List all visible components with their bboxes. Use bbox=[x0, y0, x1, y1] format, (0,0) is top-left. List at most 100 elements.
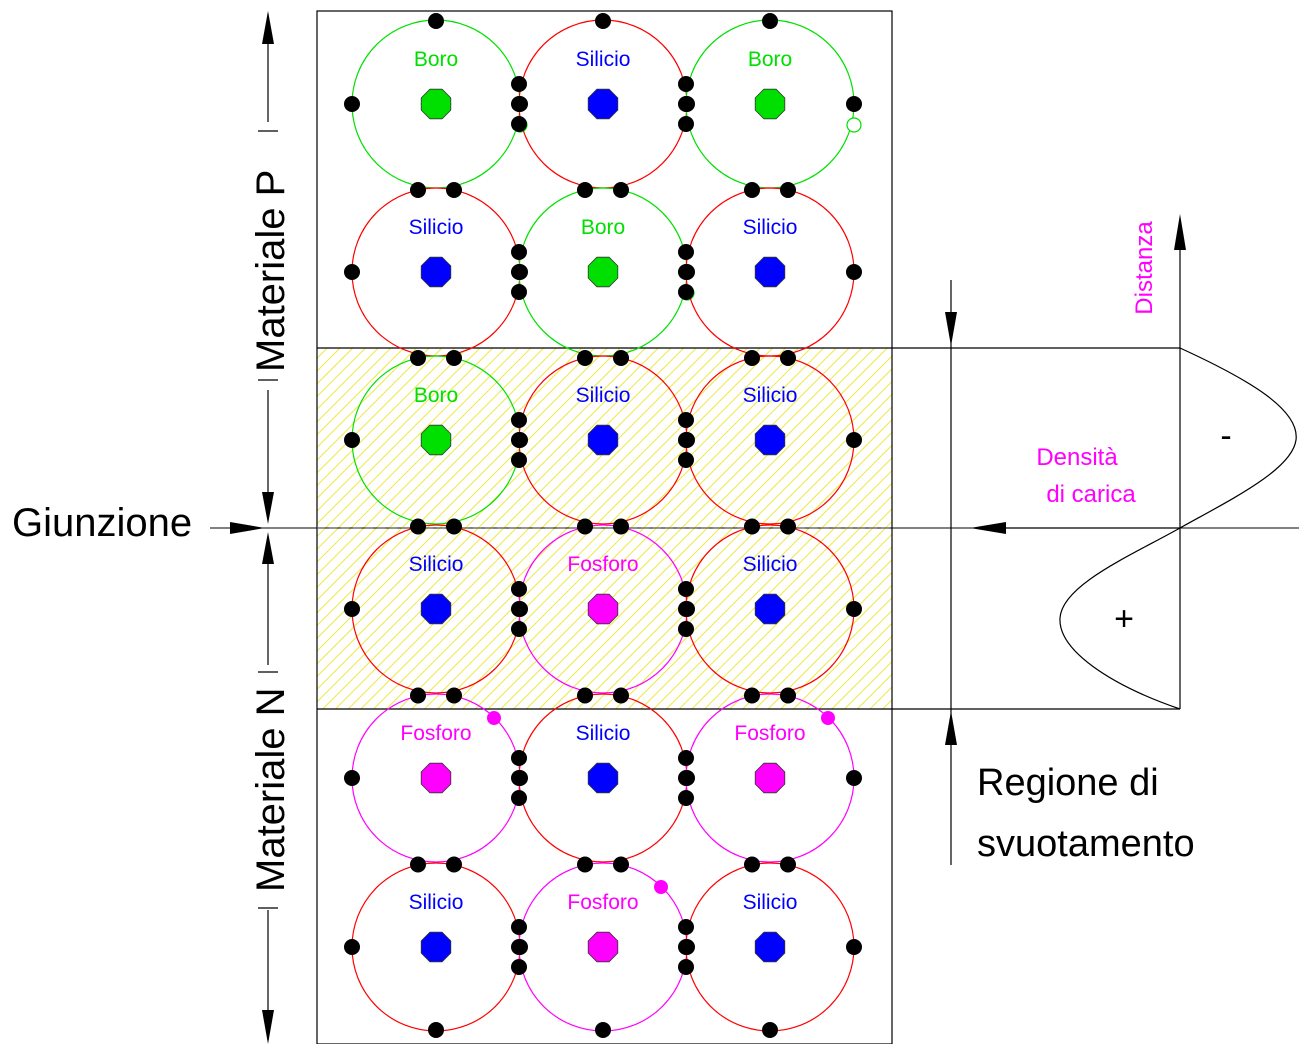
free-electron bbox=[654, 880, 668, 894]
electron bbox=[762, 1022, 778, 1038]
charge-density-label-line1: Densità bbox=[1036, 444, 1118, 471]
nucleus bbox=[754, 931, 786, 963]
electron bbox=[595, 13, 611, 29]
electron bbox=[511, 601, 527, 617]
electron bbox=[678, 412, 694, 428]
electron bbox=[511, 770, 527, 786]
density-axis-arrowhead bbox=[970, 522, 1006, 534]
atom-label: Boro bbox=[748, 48, 792, 71]
electron bbox=[577, 687, 593, 704]
electron bbox=[511, 919, 527, 935]
electron bbox=[344, 601, 360, 617]
atom-label: Silicio bbox=[576, 48, 631, 71]
atom-label: Silicio bbox=[409, 553, 464, 576]
atom-phosphorus: Fosforo bbox=[518, 524, 688, 694]
electron bbox=[846, 96, 862, 112]
atom-label: Boro bbox=[414, 48, 458, 71]
electron bbox=[678, 790, 694, 806]
electron bbox=[678, 581, 694, 597]
atom-lattice: Boro Silicio Boro Silicio Boro Silicio Boro Sil… bbox=[344, 13, 862, 1038]
free-electron bbox=[821, 711, 835, 725]
electron bbox=[780, 350, 796, 366]
atom-label: Boro bbox=[414, 384, 458, 407]
electron bbox=[511, 264, 527, 280]
nucleus bbox=[754, 256, 786, 288]
electron bbox=[511, 284, 527, 300]
electron bbox=[511, 790, 527, 806]
electron bbox=[446, 518, 462, 535]
electron bbox=[678, 601, 694, 617]
atom-silicon: Silicio bbox=[518, 19, 688, 189]
atom-silicon: Silicio bbox=[351, 524, 521, 694]
charge-density-label-line2: di carica bbox=[1046, 481, 1136, 508]
nucleus bbox=[420, 424, 452, 456]
hole bbox=[846, 117, 862, 133]
electron bbox=[344, 939, 360, 955]
electron bbox=[744, 182, 760, 198]
electron bbox=[744, 350, 760, 366]
atom-boron: Boro bbox=[351, 19, 528, 189]
electron bbox=[846, 770, 862, 786]
left-arrowheads bbox=[230, 11, 274, 1044]
atom-silicon: Silicio bbox=[351, 187, 521, 357]
nucleus bbox=[587, 931, 619, 963]
free-electron bbox=[487, 711, 501, 725]
depletion-arrowheads bbox=[945, 312, 957, 745]
electron bbox=[678, 432, 694, 448]
electron bbox=[678, 939, 694, 955]
electron bbox=[762, 13, 778, 29]
nucleus bbox=[420, 931, 452, 963]
electron bbox=[595, 1022, 611, 1038]
electron bbox=[613, 687, 629, 704]
distance-label: Distanza bbox=[1131, 221, 1158, 315]
electron bbox=[613, 182, 629, 198]
electron bbox=[344, 770, 360, 786]
nucleus bbox=[754, 88, 786, 120]
electron bbox=[577, 856, 593, 873]
atom-label: Silicio bbox=[743, 891, 798, 914]
electron bbox=[344, 264, 360, 280]
nucleus bbox=[754, 424, 786, 456]
nucleus bbox=[587, 88, 619, 120]
electron bbox=[428, 1022, 444, 1038]
electron bbox=[744, 518, 760, 535]
electron bbox=[678, 76, 694, 92]
electron bbox=[678, 284, 694, 300]
positive-sign: + bbox=[1114, 600, 1134, 638]
charge-density-curve bbox=[1059, 347, 1297, 710]
atom-silicon: Silicio bbox=[351, 862, 521, 1032]
electron bbox=[410, 687, 426, 704]
electron bbox=[678, 621, 694, 637]
nucleus bbox=[587, 762, 619, 794]
electron bbox=[577, 182, 593, 198]
atom-boron: Boro bbox=[685, 19, 862, 189]
electron bbox=[780, 856, 796, 873]
electron bbox=[678, 452, 694, 468]
nucleus bbox=[754, 762, 786, 794]
electron bbox=[678, 244, 694, 260]
electron bbox=[410, 350, 426, 366]
electron bbox=[511, 452, 527, 468]
electron bbox=[780, 518, 796, 535]
atom-label: Silicio bbox=[576, 384, 631, 407]
atom-silicon: Silicio bbox=[685, 187, 855, 357]
electron bbox=[744, 687, 760, 704]
electron bbox=[511, 750, 527, 766]
electron bbox=[511, 96, 527, 112]
atom-label: Silicio bbox=[409, 891, 464, 914]
electron bbox=[846, 939, 862, 955]
atom-boron: Boro bbox=[518, 187, 695, 357]
electron bbox=[511, 432, 527, 448]
nucleus bbox=[420, 593, 452, 625]
electron bbox=[410, 856, 426, 873]
atom-label: Silicio bbox=[409, 216, 464, 239]
electron bbox=[577, 350, 593, 366]
electron bbox=[511, 581, 527, 597]
electron bbox=[410, 182, 426, 198]
electron bbox=[511, 116, 527, 132]
atom-label: Silicio bbox=[743, 384, 798, 407]
electron bbox=[613, 518, 629, 535]
electron bbox=[846, 432, 862, 448]
electron bbox=[780, 182, 796, 198]
